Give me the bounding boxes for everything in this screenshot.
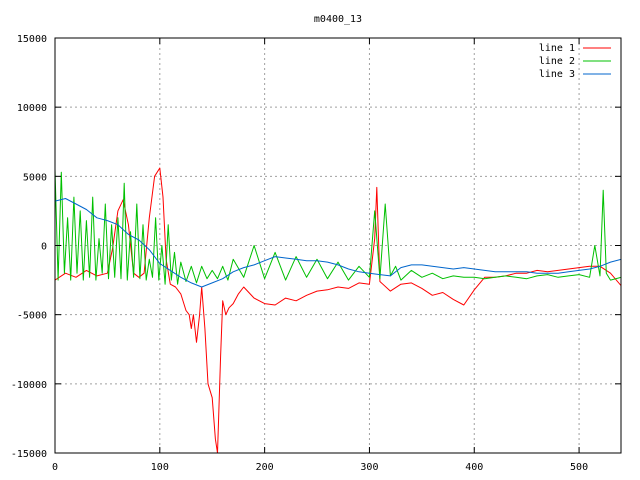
legend-label-2: line 2 bbox=[539, 56, 575, 67]
grid-lines bbox=[55, 38, 621, 453]
series-lines bbox=[55, 167, 621, 453]
y-tick-label: 15000 bbox=[17, 34, 47, 45]
axis-ticks: 0 100 200 300 400 500 -15000 -10000 -5000 0 5000 10… bbox=[11, 34, 621, 473]
x-tick-label: 400 bbox=[465, 462, 483, 473]
series-line-3 bbox=[55, 198, 621, 288]
legend-label-1: line 1 bbox=[539, 43, 575, 54]
y-tick-label: 0 bbox=[41, 242, 47, 253]
series-line-2 bbox=[55, 169, 621, 285]
x-tick-label: 100 bbox=[151, 462, 169, 473]
y-tick-label: -5000 bbox=[17, 311, 47, 322]
chart-title: m0400_13 bbox=[314, 14, 362, 25]
y-tick-label: -15000 bbox=[11, 449, 47, 460]
x-tick-label: 300 bbox=[360, 462, 378, 473]
x-tick-label: 200 bbox=[256, 462, 274, 473]
y-tick-label: 10000 bbox=[17, 103, 47, 114]
x-tick-label: 0 bbox=[52, 462, 58, 473]
x-tick-label: 500 bbox=[570, 462, 588, 473]
legend-label-3: line 3 bbox=[539, 69, 575, 80]
series-line-1 bbox=[55, 167, 621, 453]
y-tick-label: -10000 bbox=[11, 380, 47, 391]
legend: line 1 line 2 line 3 bbox=[539, 43, 611, 80]
y-tick-label: 5000 bbox=[23, 172, 47, 183]
